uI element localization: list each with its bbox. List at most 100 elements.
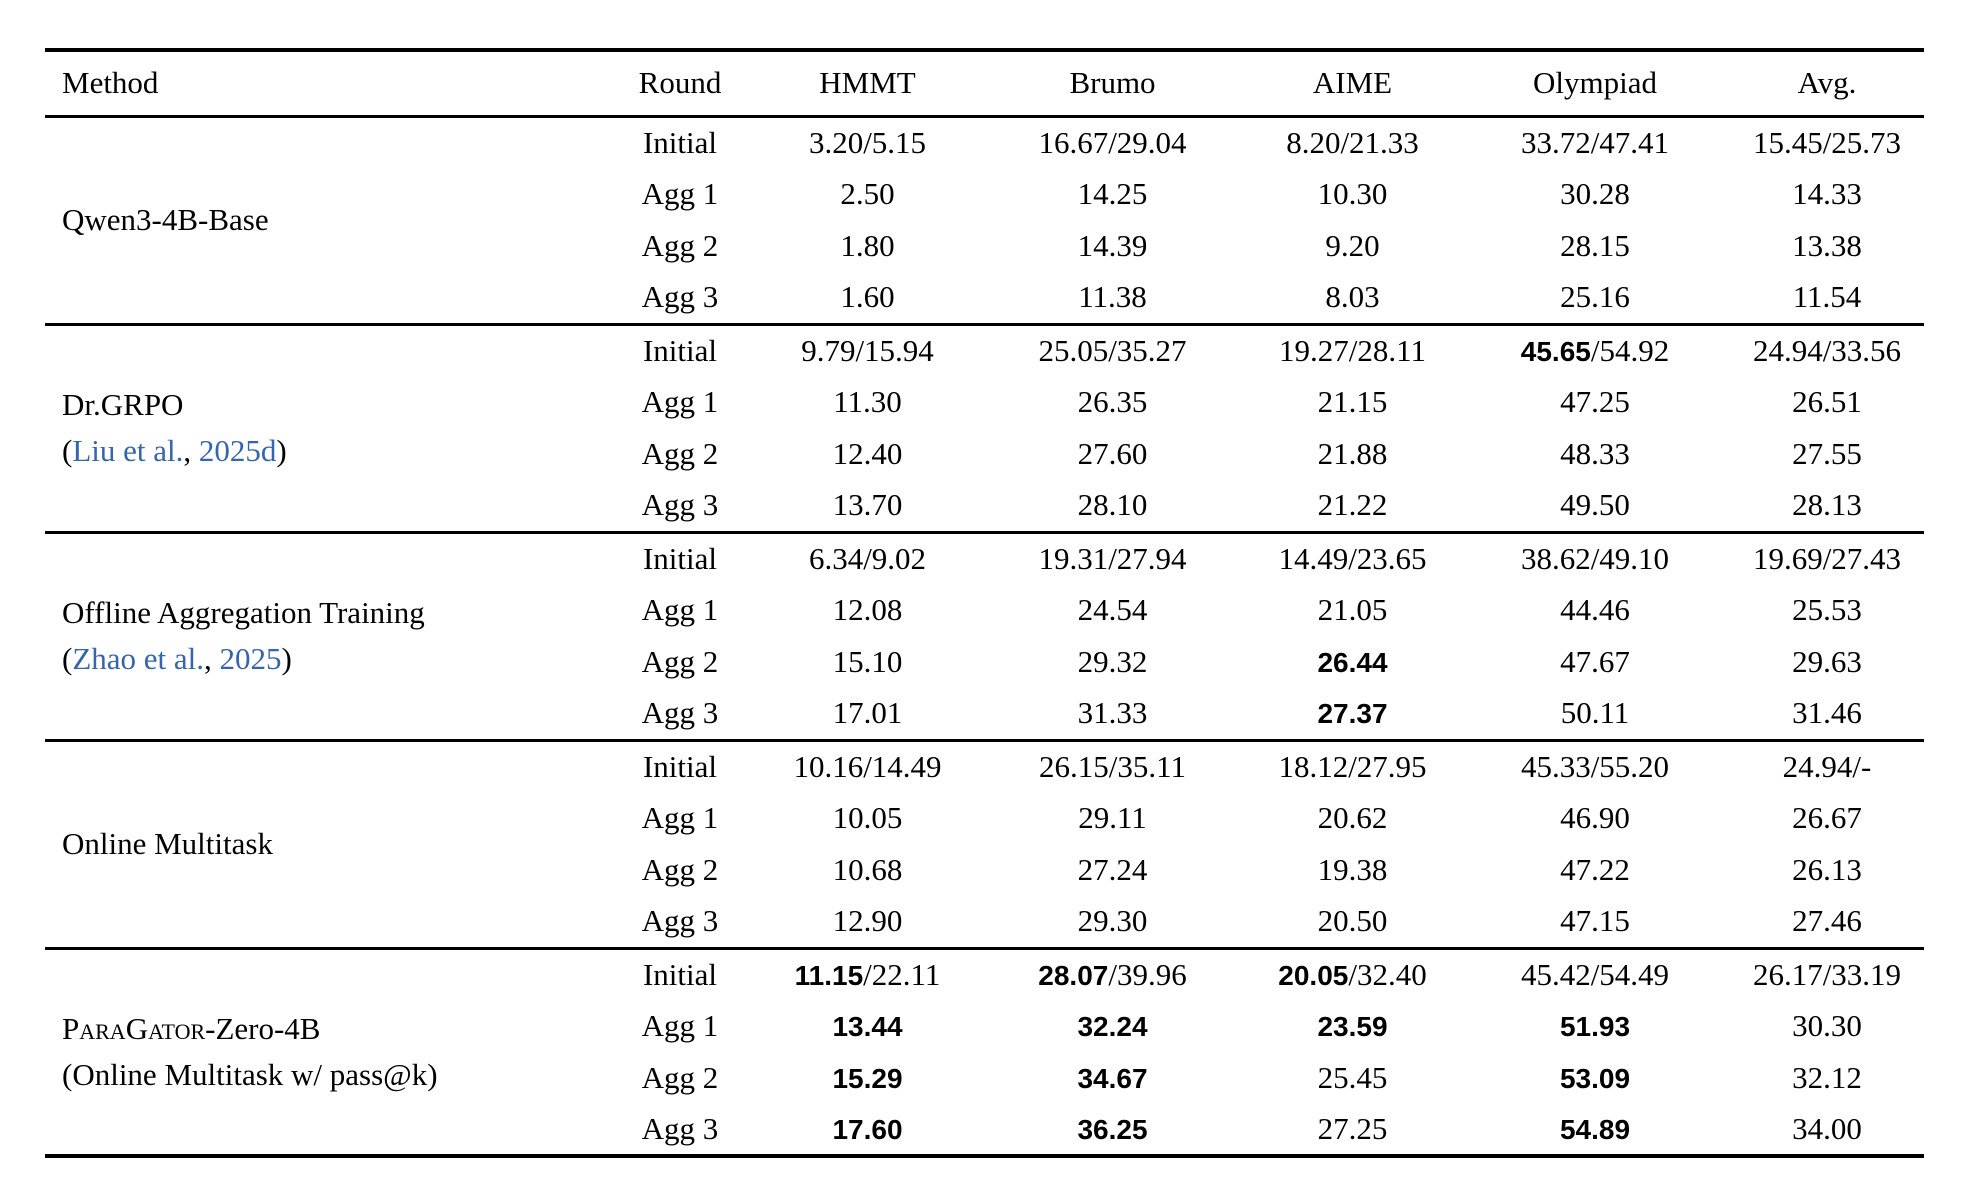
score-value: 12.40 <box>832 436 903 471</box>
score-cell: 14.25 <box>980 168 1245 220</box>
score-cell: 15.45/25.73 <box>1730 116 1924 168</box>
score-cell: 17.60 <box>755 1104 980 1156</box>
score-cell: 18.12/27.95 <box>1245 738 1460 792</box>
score-secondary-value: /23.65 <box>1348 540 1427 576</box>
score-value: 11.54 <box>1792 279 1862 315</box>
method-text: ParaGator <box>62 1010 206 1046</box>
method-text: ) <box>281 641 292 676</box>
score-secondary-value: /28.11 <box>1348 332 1426 368</box>
score-value: 8.20 <box>1286 124 1341 160</box>
score-cell: 6.34/9.02 <box>755 530 980 584</box>
col-header-brumo: Brumo <box>980 50 1245 118</box>
score-cell: 19.31/27.94 <box>980 530 1245 584</box>
score-value: 29.11 <box>1078 800 1147 835</box>
method-cell: Qwen3-4B-Base <box>45 116 605 324</box>
score-value: 28.15 <box>1560 228 1630 263</box>
score-cell: 25.16 <box>1460 272 1730 324</box>
round-label: Agg 3 <box>641 903 719 939</box>
score-secondary-value: /- <box>1852 748 1872 784</box>
score-value: 15.45 <box>1752 124 1823 160</box>
score-cell: 29.30 <box>980 896 1245 948</box>
score-value: 21.88 <box>1317 436 1388 471</box>
method-text: Qwen3-4B-Base <box>62 202 269 237</box>
score-secondary-value: /32.40 <box>1348 956 1427 992</box>
method-citation: (Zhao et al., 2025) <box>62 636 605 682</box>
score-cell: 29.63 <box>1730 636 1924 688</box>
score-value: 11.15 <box>794 959 864 991</box>
round-label: Agg 2 <box>641 228 719 263</box>
table-row: Agg 2 12.40 27.60 21.88 48.33 27.55 <box>45 428 1924 480</box>
score-cell: 47.22 <box>1460 844 1730 896</box>
score-cell: 11.54 <box>1730 272 1924 324</box>
score-cell: 27.24 <box>980 844 1245 896</box>
score-value: 10.05 <box>832 800 903 835</box>
score-secondary-value: /35.11 <box>1108 748 1186 784</box>
score-cell: 14.49/23.65 <box>1245 530 1460 584</box>
score-cell: 10.68 <box>755 844 980 896</box>
score-value: 29.63 <box>1792 644 1862 679</box>
score-value: 30.28 <box>1560 176 1630 211</box>
score-value: 53.09 <box>1559 1063 1631 1094</box>
method-text: Offline Aggregation Training <box>62 595 425 630</box>
col-header-aime: AIME <box>1245 50 1460 118</box>
score-cell: 24.94/- <box>1730 738 1924 792</box>
score-value: 14.49 <box>1278 540 1349 576</box>
score-value: 47.67 <box>1560 644 1630 679</box>
citation-link[interactable]: Liu et al. <box>72 433 184 468</box>
score-cell: 12.08 <box>755 584 980 636</box>
score-value: 8.03 <box>1325 279 1380 315</box>
method-name: Offline Aggregation Training <box>62 590 605 636</box>
score-cell: 16.67/29.04 <box>980 116 1245 168</box>
score-cell: 33.72/47.41 <box>1460 116 1730 168</box>
score-value: 28.07 <box>1038 959 1109 991</box>
round-label: Agg 1 <box>641 1008 719 1043</box>
table-row: ParaGator-Zero-4B (Online Multitask w/ pa… <box>45 946 1924 1156</box>
score-cell: 27.60 <box>980 428 1245 480</box>
score-cell: 15.10 <box>755 636 980 688</box>
round-label: Agg 3 <box>641 487 719 523</box>
score-value: 47.22 <box>1560 852 1630 887</box>
score-cell: 53.09 <box>1460 1052 1730 1104</box>
score-cell: 26.35 <box>980 376 1245 428</box>
score-cell: 28.15 <box>1460 220 1730 272</box>
score-value: 48.33 <box>1560 436 1630 471</box>
score-cell: 21.22 <box>1245 480 1460 532</box>
score-cell: 29.32 <box>980 636 1245 688</box>
score-cell: 46.90 <box>1460 792 1730 844</box>
citation-link[interactable]: 2025d <box>198 433 277 468</box>
round-label: Agg 3 <box>641 279 719 315</box>
score-value: 26.15 <box>1039 748 1109 784</box>
table-row: Agg 2 10.68 27.24 19.38 47.22 26.13 <box>45 844 1924 896</box>
score-value: 14.39 <box>1077 228 1148 263</box>
results-table-container: Method Round HMMT Brumo AIME Olympiad Av… <box>45 48 1924 1158</box>
score-cell: 47.15 <box>1460 896 1730 948</box>
score-value: 26.67 <box>1792 800 1862 835</box>
score-cell: 26.44 <box>1245 636 1460 688</box>
score-value: 44.46 <box>1560 592 1630 627</box>
score-cell: 29.11 <box>980 792 1245 844</box>
score-value: 31.33 <box>1077 695 1148 731</box>
score-secondary-value: /15.94 <box>855 332 934 368</box>
score-cell: 49.50 <box>1460 480 1730 532</box>
score-cell: 8.03 <box>1245 272 1460 324</box>
score-value: 2.50 <box>840 176 895 211</box>
citation-link[interactable]: 2025 <box>219 641 282 676</box>
round-label: Agg 1 <box>641 800 719 835</box>
score-secondary-value: /55.20 <box>1590 748 1670 784</box>
score-cell: 3.20/5.15 <box>755 116 980 168</box>
score-value: 11.38 <box>1078 279 1147 315</box>
score-cell: 36.25 <box>980 1104 1245 1156</box>
method-text: ( <box>62 433 73 468</box>
score-cell: 45.33/55.20 <box>1460 738 1730 792</box>
score-value: 1.80 <box>840 228 895 263</box>
round-label: Agg 1 <box>641 592 719 627</box>
method-text: Dr.GRPO <box>62 387 184 422</box>
score-cell: 32.24 <box>980 1000 1245 1052</box>
score-value: 33.72 <box>1520 124 1591 160</box>
round-label: Initial <box>605 530 755 584</box>
method-text: ( <box>62 641 73 676</box>
score-value: 26.17 <box>1752 956 1823 992</box>
score-cell: 26.51 <box>1730 376 1924 428</box>
score-value: 11.30 <box>833 384 902 419</box>
citation-link[interactable]: Zhao et al. <box>72 641 205 676</box>
